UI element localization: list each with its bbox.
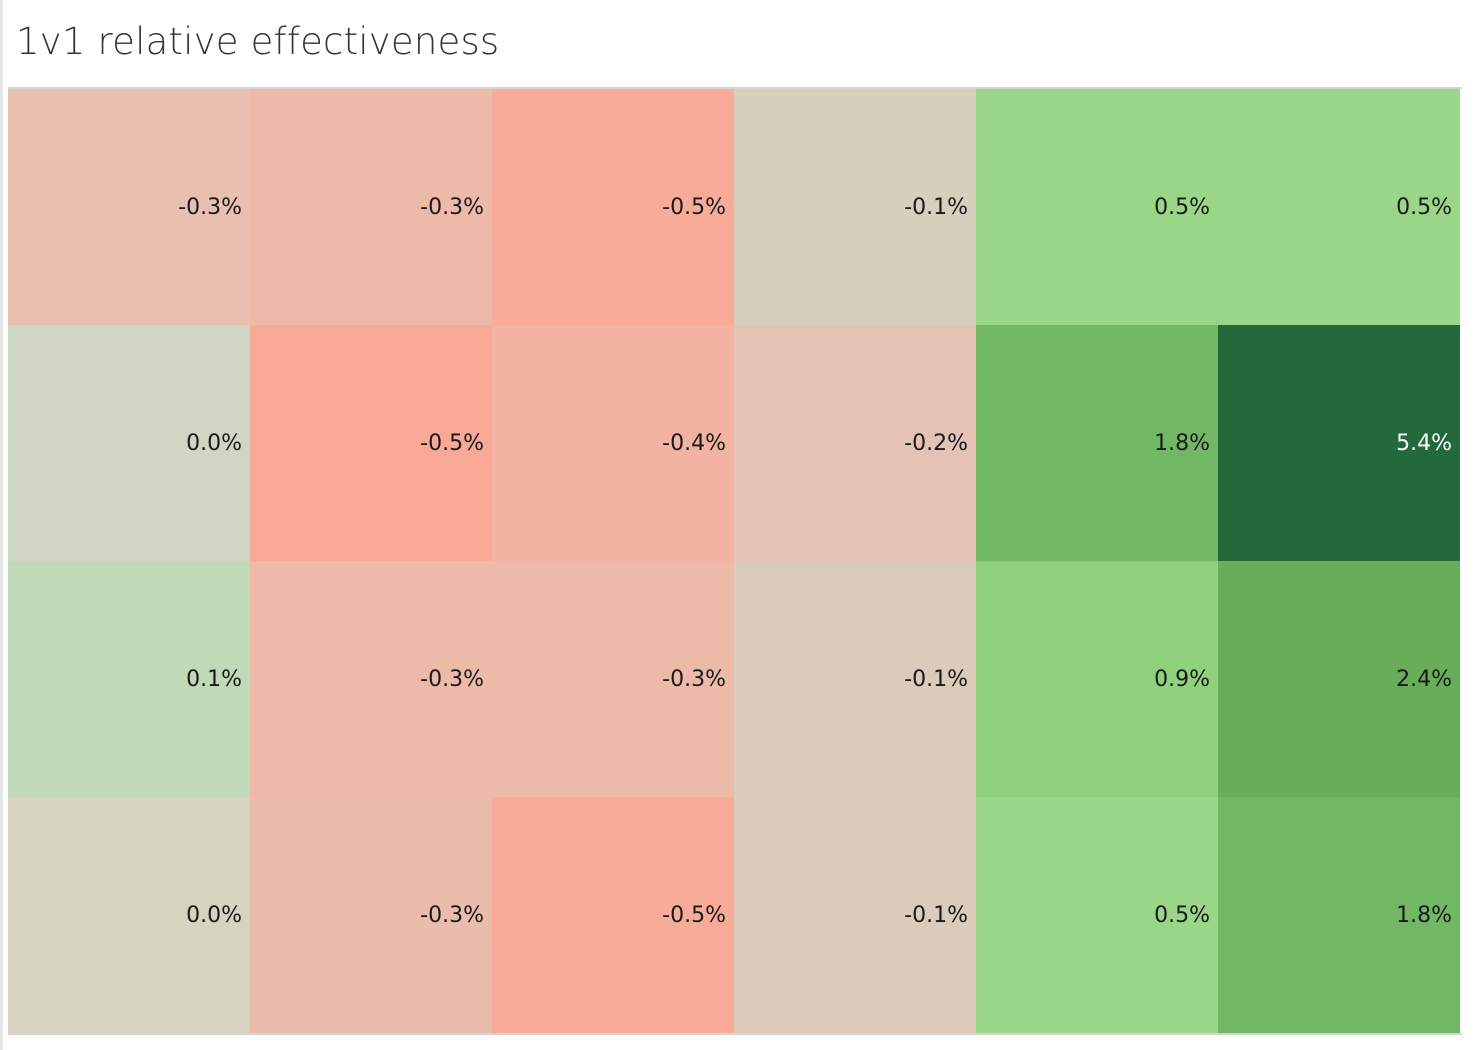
chart-title: 1v1 relative effectiveness — [16, 20, 500, 63]
cell-value-label: 0.5% — [1396, 194, 1452, 220]
cell-value-label: 1.8% — [1396, 902, 1452, 928]
heatmap-cell[interactable]: 0.5% — [1218, 89, 1460, 325]
bottom-divider — [8, 1033, 1462, 1035]
cell-value-label: 0.5% — [1154, 194, 1210, 220]
cell-value-label: -0.2% — [904, 430, 968, 456]
cell-value-label: 2.4% — [1396, 666, 1452, 692]
heatmap-cell[interactable]: -0.5% — [250, 325, 492, 561]
heatmap-cell[interactable]: 0.5% — [976, 797, 1218, 1033]
title-divider — [8, 87, 1462, 89]
heatmap-cell[interactable]: 0.9% — [976, 561, 1218, 797]
heatmap-cell[interactable]: -0.3% — [250, 561, 492, 797]
heatmap-cell[interactable]: -0.5% — [492, 89, 734, 325]
heatmap-cell[interactable]: 5.4% — [1218, 325, 1460, 561]
cell-value-label: -0.3% — [420, 666, 484, 692]
heatmap-cell[interactable]: 0.1% — [8, 561, 250, 797]
cell-value-label: -0.5% — [662, 194, 726, 220]
heatmap-cell[interactable]: -0.3% — [492, 561, 734, 797]
cell-value-label: 1.8% — [1154, 430, 1210, 456]
heatmap-cell[interactable]: 0.0% — [8, 797, 250, 1033]
heatmap-cell[interactable]: -0.5% — [492, 797, 734, 1033]
heatmap-cell[interactable]: -0.3% — [250, 89, 492, 325]
cell-value-label: 5.4% — [1396, 430, 1452, 456]
heatmap-cell[interactable]: -0.3% — [250, 797, 492, 1033]
heatmap-cell[interactable]: -0.3% — [8, 89, 250, 325]
heatmap-grid: -0.3% -0.3% -0.5% -0.1% 0.5% 0.5% 0.0% -0.5% -0.… — [8, 89, 1460, 1033]
heatmap-cell[interactable]: 1.8% — [1218, 797, 1460, 1033]
cell-value-label: 0.9% — [1154, 666, 1210, 692]
heatmap-cell[interactable]: 2.4% — [1218, 561, 1460, 797]
cell-value-label: -0.1% — [904, 666, 968, 692]
heatmap-cell[interactable]: -0.1% — [734, 797, 976, 1033]
cell-value-label: -0.3% — [420, 902, 484, 928]
heatmap-cell[interactable]: -0.4% — [492, 325, 734, 561]
left-border — [0, 0, 3, 1050]
cell-value-label: 0.0% — [186, 902, 242, 928]
heatmap-cell[interactable]: 0.0% — [8, 325, 250, 561]
heatmap-cell[interactable]: -0.1% — [734, 561, 976, 797]
heatmap-cell[interactable]: 1.8% — [976, 325, 1218, 561]
cell-value-label: -0.3% — [662, 666, 726, 692]
cell-value-label: -0.5% — [420, 430, 484, 456]
cell-value-label: -0.4% — [662, 430, 726, 456]
heatmap-cell[interactable]: 0.5% — [976, 89, 1218, 325]
heatmap-cell[interactable]: -0.1% — [734, 89, 976, 325]
cell-value-label: 0.0% — [186, 430, 242, 456]
heatmap-cell[interactable]: -0.2% — [734, 325, 976, 561]
cell-value-label: -0.3% — [178, 194, 242, 220]
cell-value-label: 0.1% — [186, 666, 242, 692]
cell-value-label: -0.5% — [662, 902, 726, 928]
cell-value-label: 0.5% — [1154, 902, 1210, 928]
cell-value-label: -0.1% — [904, 902, 968, 928]
cell-value-label: -0.1% — [904, 194, 968, 220]
cell-value-label: -0.3% — [420, 194, 484, 220]
